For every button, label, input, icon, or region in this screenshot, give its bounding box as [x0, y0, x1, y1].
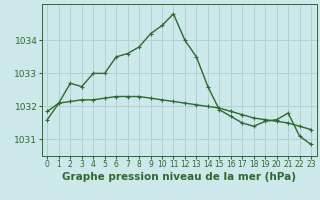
X-axis label: Graphe pression niveau de la mer (hPa): Graphe pression niveau de la mer (hPa) — [62, 172, 296, 182]
